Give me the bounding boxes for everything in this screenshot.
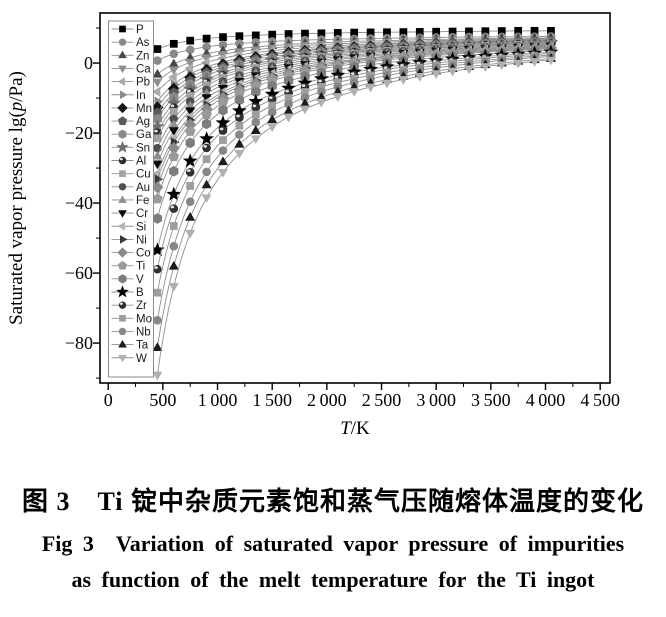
legend-label: Mn xyxy=(136,103,152,115)
legend-label: Ni xyxy=(136,234,147,246)
legend-label: Co xyxy=(136,248,151,260)
x-tick-label: 2 500 xyxy=(362,390,402,410)
legend-label: Ag xyxy=(136,116,150,128)
legend-label: Ta xyxy=(136,340,149,352)
legend-item-Fe: Fe xyxy=(111,195,149,207)
legend-item-Nb: Nb xyxy=(111,326,151,338)
legend-item-Pb: Pb xyxy=(111,77,150,89)
x-tick-label: 4 000 xyxy=(526,390,566,410)
legend-item-Ni: Ni xyxy=(111,234,147,246)
axes: 0 500 1 000 1 500 2 000 2 500 3 000 3 500 4 000 4… xyxy=(65,27,620,410)
legend-item-Co: Co xyxy=(111,247,151,260)
legend-label: Mo xyxy=(136,313,152,325)
x-tick-label: 2 000 xyxy=(307,390,347,410)
y-axis-label: Saturated vapor pressure lg(p/Pa) xyxy=(6,71,27,325)
legend-item-Ta: Ta xyxy=(111,340,149,352)
legend-label: Zn xyxy=(136,50,149,62)
legend-item-Mo: Mo xyxy=(111,313,152,325)
legend-item-Al: Al xyxy=(111,156,146,168)
legend-label: Si xyxy=(136,221,146,233)
legend-label: Ca xyxy=(136,63,151,75)
y-tick-label: −80 xyxy=(65,333,93,353)
legend-item-Si: Si xyxy=(111,221,146,233)
x-tick-label: 4 500 xyxy=(580,390,620,410)
x-tick-label: 0 xyxy=(104,390,113,410)
legend-label: Cr xyxy=(136,208,148,220)
series-W xyxy=(152,56,556,381)
y-tick-label: 0 xyxy=(84,53,93,73)
legend-label: Ga xyxy=(136,129,152,141)
legend-item-Cr: Cr xyxy=(111,208,148,220)
legend-item-Ag: Ag xyxy=(111,116,150,128)
vapor-pressure-chart: 0 500 1 000 1 500 2 000 2 500 3 000 3 500 4 000 4… xyxy=(6,12,620,439)
legend-label: V xyxy=(136,274,144,286)
legend-item-B: B xyxy=(111,285,144,299)
legend-label: P xyxy=(136,24,144,36)
x-tick-label: 500 xyxy=(149,390,176,410)
legend-item-Ga: Ga xyxy=(111,129,152,141)
legend-label: Al xyxy=(136,156,146,168)
legend-item-Au: Au xyxy=(111,182,150,194)
legend-label: Sn xyxy=(136,142,150,154)
y-tick-label: −20 xyxy=(65,123,93,143)
legend-label: Cu xyxy=(136,169,151,181)
figure-caption: 图 3 Ti 锭中杂质元素饱和蒸气压随熔体温度的变化 Fig 3 Variati… xyxy=(0,481,666,593)
legend-label: Fe xyxy=(136,195,149,207)
caption-english-line1: Fig 3 Variation of saturated vapor press… xyxy=(41,531,625,556)
legend-label: W xyxy=(136,353,147,365)
legend-item-Cu: Cu xyxy=(111,169,151,181)
x-tick-label: 3 500 xyxy=(471,390,511,410)
legend-item-V: V xyxy=(111,274,144,286)
legend-label: Ti xyxy=(136,261,145,273)
figure-3: 0 500 1 000 1 500 2 000 2 500 3 000 3 500 4 000 4… xyxy=(0,12,666,593)
legend-label: As xyxy=(136,37,150,49)
legend-box xyxy=(108,20,154,378)
y-tick-label: −40 xyxy=(65,193,93,213)
legend-label: In xyxy=(136,90,146,102)
plot-frame xyxy=(99,12,611,384)
legend-label: Au xyxy=(136,182,150,194)
legend-label: Nb xyxy=(136,326,151,338)
legend-item-As: As xyxy=(111,37,150,49)
legend-item-Mn: Mn xyxy=(111,102,152,115)
x-tick-label: 3 000 xyxy=(416,390,456,410)
legend-item-Zn: Zn xyxy=(111,50,149,62)
legend-label: Pb xyxy=(136,77,150,89)
legend-item-Ti: Ti xyxy=(111,261,145,273)
x-axis-label: T/K xyxy=(340,418,370,439)
caption-english-line2: as function of the melt temperature for … xyxy=(71,567,595,592)
series-P xyxy=(153,26,555,53)
legend-label: Zr xyxy=(136,300,147,312)
legend-item-Zr: Zr xyxy=(111,300,147,312)
series-group xyxy=(150,26,559,381)
legend-item-P: P xyxy=(111,24,144,36)
legend-item-Ca: Ca xyxy=(111,63,151,75)
legend-item-In: In xyxy=(111,90,146,102)
y-tick-label: −60 xyxy=(65,263,93,283)
x-tick-label: 1 000 xyxy=(198,390,238,410)
legend-item-W: W xyxy=(111,353,147,365)
legend-label: B xyxy=(136,287,144,299)
legend-item-Sn: Sn xyxy=(111,140,150,154)
caption-chinese: 图 3 Ti 锭中杂质元素饱和蒸气压随熔体温度的变化 xyxy=(21,487,645,516)
x-tick-label: 1 500 xyxy=(252,390,292,410)
